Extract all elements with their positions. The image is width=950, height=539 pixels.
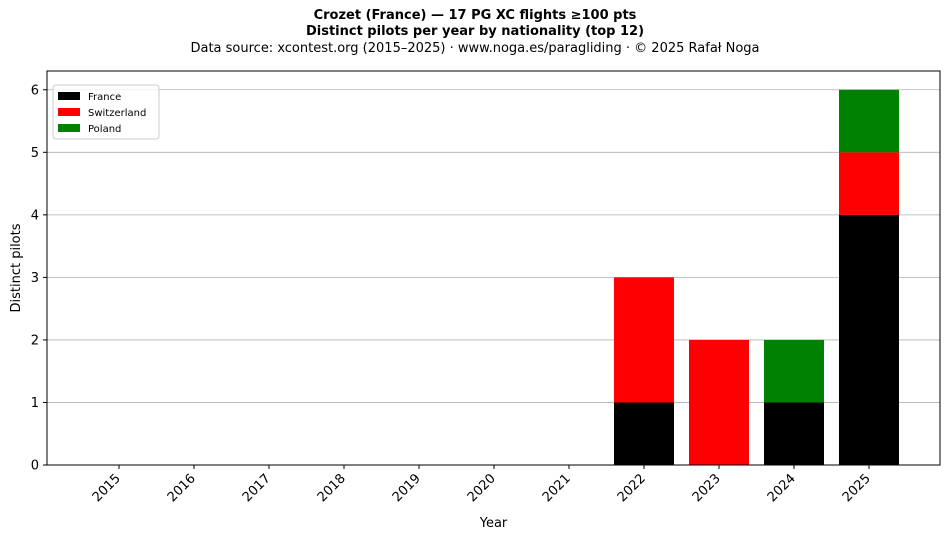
- bar-france-2025: [839, 214, 899, 465]
- x-axis: 2015 2016 2017 2018 2019 2020 2021 2022 2023 2024…: [90, 465, 874, 505]
- legend-swatch-poland: [58, 124, 80, 132]
- bar-switzerland-2025: [839, 152, 899, 215]
- y-tick-label: 4: [31, 208, 39, 223]
- bar-switzerland-2023: [689, 339, 749, 465]
- x-tick-label: 2017: [240, 471, 274, 505]
- bar-france-2024: [764, 402, 824, 465]
- bar-switzerland-2022: [614, 277, 674, 403]
- y-tick-label: 3: [31, 271, 39, 286]
- chart-subtitle: Data source: xcontest.org (2015–2025) · …: [190, 41, 760, 56]
- legend-label-poland: Poland: [88, 124, 121, 135]
- y-tick-label: 1: [31, 396, 39, 411]
- bar-poland-2024: [764, 339, 824, 403]
- grid-layer: [47, 89, 940, 403]
- x-tick-label: 2025: [840, 471, 874, 505]
- x-tick-label: 2018: [315, 471, 349, 505]
- y-tick-label: 2: [31, 333, 39, 348]
- x-axis-label: Year: [479, 516, 508, 531]
- x-tick-label: 2019: [390, 471, 424, 505]
- bar-poland-2025: [839, 89, 899, 153]
- legend-swatch-france: [58, 92, 80, 100]
- legend-label-france: France: [88, 92, 121, 103]
- x-tick-label: 2024: [765, 471, 799, 505]
- x-tick-label: 2015: [90, 471, 124, 505]
- x-tick-label: 2022: [615, 471, 649, 505]
- x-tick-label: 2020: [465, 471, 499, 505]
- bar-france-2022: [614, 402, 674, 465]
- legend-label-switzerland: Switzerland: [88, 108, 146, 119]
- chart-title-block: Crozet (France) — 17 PG XC flights ≥100 …: [0, 8, 950, 57]
- x-tick-label: 2023: [690, 471, 724, 505]
- y-axis: 0 1 2 3 4 5 6: [31, 83, 47, 474]
- y-tick-label: 0: [31, 459, 39, 474]
- chart-title-secondary: Distinct pilots per year by nationality …: [305, 24, 645, 39]
- legend-swatch-switzerland: [58, 108, 80, 116]
- chart-title: Crozet (France) — 17 PG XC flights ≥100 …: [313, 8, 637, 23]
- y-axis-label: Distinct pilots: [9, 223, 24, 312]
- legend: France Switzerland Poland: [52, 84, 160, 140]
- bar-layer: [614, 89, 899, 465]
- y-tick-label: 5: [31, 146, 39, 161]
- x-tick-label: 2016: [165, 471, 199, 505]
- y-tick-label: 6: [31, 83, 39, 98]
- x-tick-label: 2021: [540, 471, 574, 505]
